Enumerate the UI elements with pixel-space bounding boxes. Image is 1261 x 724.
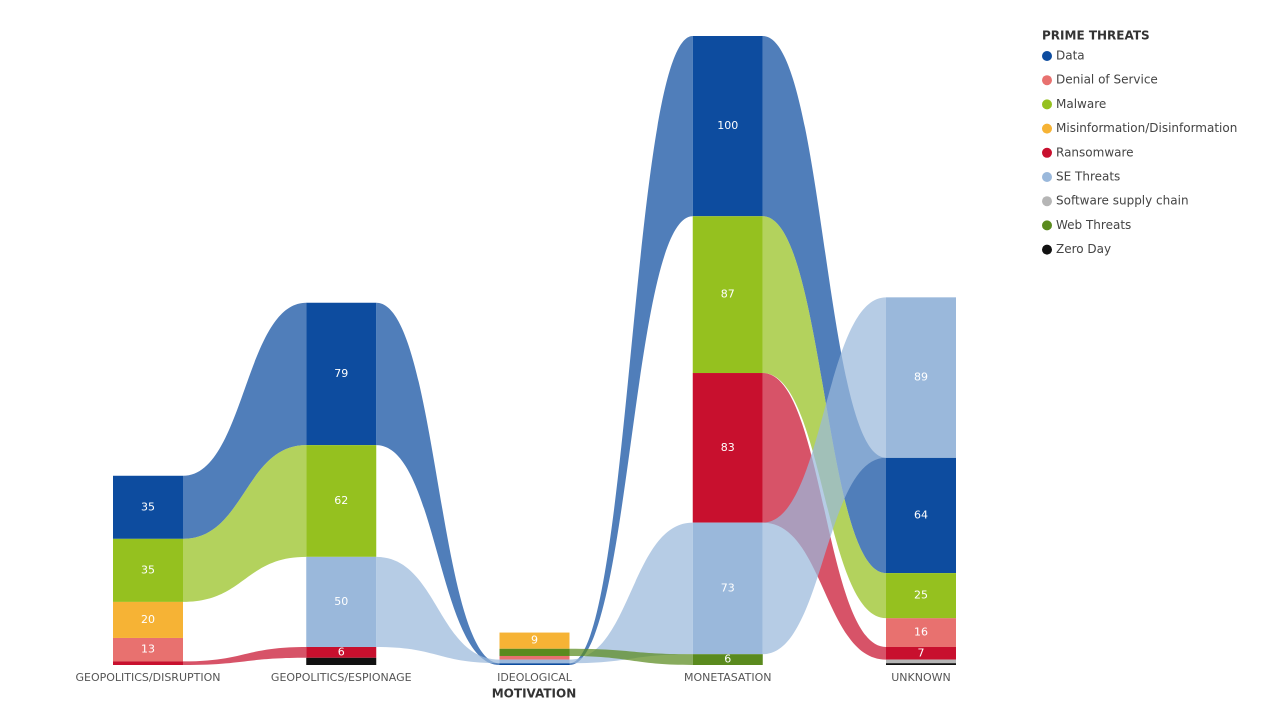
ribbon <box>376 556 500 664</box>
legend-marker <box>1042 196 1052 207</box>
legend-label: Misinformation/Disinformation <box>1056 121 1237 135</box>
bar-segment <box>499 648 570 656</box>
bar-segment <box>113 538 183 602</box>
data-label: 100 <box>717 119 738 132</box>
legend-marker <box>1042 123 1052 134</box>
legend-label: Zero Day <box>1056 242 1111 256</box>
ribbon <box>183 646 307 665</box>
bar-segment <box>113 637 183 662</box>
bar-segment <box>113 601 183 638</box>
x-tick-label: IDEOLOGICAL <box>497 671 573 684</box>
ribbon <box>569 522 693 664</box>
bar-segment <box>306 302 377 446</box>
data-label: 13 <box>141 643 155 656</box>
bar-segment <box>692 654 763 665</box>
legend-label: Web Threats <box>1056 218 1131 232</box>
bar-segment <box>692 216 763 374</box>
legend-marker <box>1042 220 1052 231</box>
legend-label: SE Threats <box>1056 170 1120 184</box>
data-label: 7 <box>918 646 925 659</box>
ribbon <box>762 297 886 655</box>
data-label: 89 <box>914 371 928 384</box>
legend-marker <box>1042 147 1052 158</box>
bar-segment <box>886 573 956 619</box>
bars: 35 13 35 20 79 62 6 50 9 100 87 83 73 6 64 16 25 7 89 <box>113 36 956 666</box>
bar-segment <box>886 663 956 665</box>
bar-segment <box>886 457 956 574</box>
bar-segment <box>692 522 763 655</box>
bar-segment <box>886 659 956 664</box>
x-axis-title: MOTIVATION <box>492 687 577 701</box>
data-label: 20 <box>141 613 155 626</box>
legend-label: Ransomware <box>1056 145 1134 159</box>
data-label: 79 <box>334 367 348 380</box>
ribbon <box>569 648 693 665</box>
data-label: 25 <box>914 589 928 602</box>
bar-segment <box>692 36 763 217</box>
data-label: 73 <box>721 581 735 594</box>
x-tick-label: GEOPOLITICS/ESPIONAGE <box>271 671 412 684</box>
ribbon <box>569 36 693 665</box>
legend-marker <box>1042 244 1052 255</box>
bar-segment <box>306 445 377 557</box>
ribbon <box>183 445 307 602</box>
legend-marker <box>1042 99 1052 110</box>
bar-segment <box>499 632 570 649</box>
data-label: 50 <box>334 595 348 608</box>
bar-segment <box>499 655 570 660</box>
data-label: 83 <box>721 441 735 454</box>
bar-segment <box>886 297 956 458</box>
data-label: 9 <box>531 634 538 647</box>
legend-marker <box>1042 51 1052 61</box>
x-tick-label: GEOPOLITICS/DISRUPTION <box>75 671 220 684</box>
ribbons <box>183 36 886 665</box>
legend-label: Software supply chain <box>1056 194 1189 208</box>
legend-marker <box>1042 172 1052 182</box>
legend-title: PRIME THREATS <box>1042 29 1150 43</box>
bar-segment <box>499 659 570 664</box>
x-tick-label: UNKNOWN <box>891 671 951 684</box>
data-label: 87 <box>721 288 735 301</box>
legend-label: Denial of Service <box>1056 73 1158 87</box>
bar-segment <box>499 663 570 665</box>
bar-segment <box>306 556 377 647</box>
data-label: 6 <box>338 645 345 658</box>
x-tick-label: MONETASATION <box>684 671 771 684</box>
data-label: 6 <box>724 653 731 666</box>
legend-label: Malware <box>1056 97 1106 111</box>
bar-segment <box>306 657 377 665</box>
data-label: 64 <box>914 508 928 521</box>
ribbon <box>183 302 307 539</box>
bar-segment <box>113 475 183 539</box>
bar-segment <box>306 646 377 658</box>
data-label: 35 <box>141 563 155 576</box>
bar-segment <box>886 646 956 660</box>
ribbon <box>376 302 500 665</box>
data-label: 16 <box>914 626 928 639</box>
bar-segment <box>692 373 763 523</box>
data-label: 62 <box>334 494 348 507</box>
bar-segment <box>113 661 183 665</box>
bar-segment <box>886 618 956 647</box>
legend-marker <box>1042 75 1052 86</box>
data-label: 35 <box>141 500 155 513</box>
legend-label: Data <box>1056 49 1085 63</box>
